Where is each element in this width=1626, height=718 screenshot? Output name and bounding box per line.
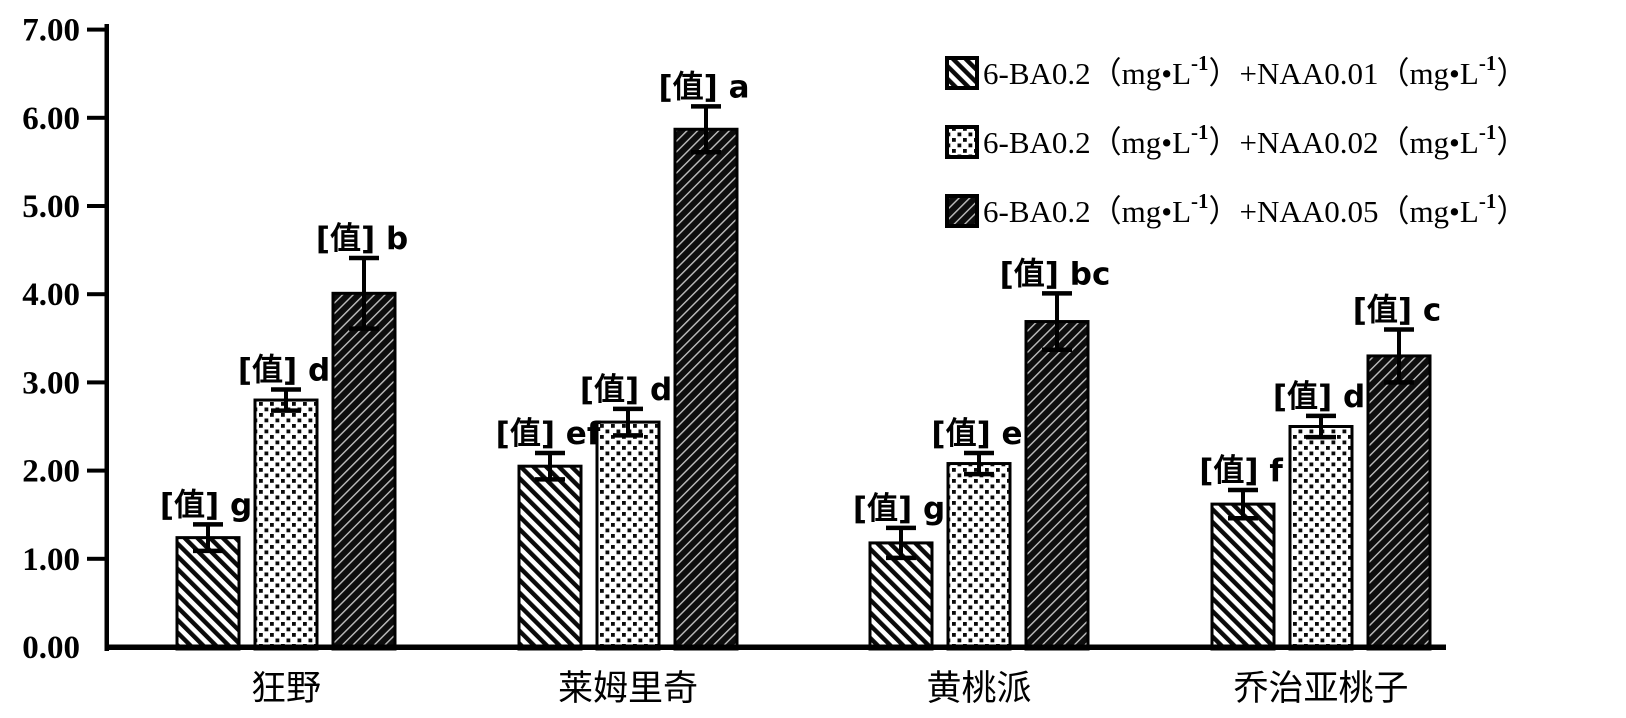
y-tick-label: 6.00 bbox=[22, 101, 80, 137]
bar bbox=[517, 464, 583, 651]
bar bbox=[1210, 502, 1276, 651]
bar bbox=[1366, 354, 1432, 651]
legend-swatch bbox=[945, 56, 979, 90]
data-label: [值] d bbox=[238, 352, 330, 388]
x-category-label: 黄桃派 bbox=[926, 669, 1031, 708]
y-tick-label: 4.00 bbox=[22, 277, 80, 313]
data-label: [值] e bbox=[931, 416, 1022, 452]
y-tick bbox=[87, 556, 107, 561]
data-label: [值] d bbox=[1273, 379, 1365, 415]
y-tick bbox=[87, 27, 107, 32]
data-label: [值] f bbox=[1199, 453, 1283, 489]
x-category-label: 狂野 bbox=[251, 669, 321, 708]
y-tick-label: 0.00 bbox=[22, 630, 80, 666]
bar bbox=[1024, 320, 1090, 651]
bar bbox=[673, 127, 739, 651]
data-label: [值] g bbox=[853, 491, 945, 527]
y-tick-label: 1.00 bbox=[22, 542, 80, 578]
y-tick-label: 3.00 bbox=[22, 365, 80, 401]
y-tick bbox=[87, 292, 107, 297]
legend-label: 6-BA0.2（mg•L-1​）+NAA0.01（mg•L-1​） bbox=[983, 51, 1527, 91]
legend-label: 6-BA0.2（mg•L-1​）+NAA0.05（mg•L-1​） bbox=[983, 189, 1527, 229]
data-label: [值] c bbox=[1353, 292, 1442, 328]
legend-item: 6-BA0.2（mg•L-1​）+NAA0.01（mg•L-1​） bbox=[945, 51, 1527, 91]
bar bbox=[1288, 425, 1354, 651]
legend-item: 6-BA0.2（mg•L-1​）+NAA0.02（mg•L-1​） bbox=[945, 120, 1527, 160]
data-label: [值] b bbox=[316, 221, 408, 257]
bar bbox=[175, 536, 241, 651]
data-label: [值] d bbox=[580, 372, 672, 408]
y-tick-label: 5.00 bbox=[22, 189, 80, 225]
data-label: [值] ef bbox=[496, 416, 601, 452]
legend-swatch bbox=[945, 194, 979, 228]
legend-label: 6-BA0.2（mg•L-1​）+NAA0.02（mg•L-1​） bbox=[983, 120, 1527, 160]
bar bbox=[253, 398, 319, 651]
legend-item: 6-BA0.2（mg•L-1​）+NAA0.05（mg•L-1​） bbox=[945, 189, 1527, 229]
y-tick-label: 2.00 bbox=[22, 454, 80, 490]
data-label: [值] a bbox=[658, 69, 749, 105]
y-tick bbox=[87, 115, 107, 120]
data-label: [值] bc bbox=[1000, 256, 1111, 292]
bar bbox=[331, 291, 397, 651]
bar bbox=[946, 462, 1012, 651]
x-axis-line bbox=[104, 644, 1446, 650]
x-category-label: 莱姆里奇 bbox=[558, 669, 698, 708]
legend-swatch bbox=[945, 125, 979, 159]
x-category-label: 乔治亚桃子 bbox=[1233, 669, 1408, 708]
y-axis-line bbox=[104, 24, 109, 651]
y-tick bbox=[87, 468, 107, 473]
y-tick-label: 7.00 bbox=[22, 13, 80, 49]
bar bbox=[595, 420, 661, 651]
y-tick bbox=[87, 204, 107, 208]
y-tick bbox=[87, 380, 107, 385]
data-label: [值] g bbox=[160, 487, 252, 523]
